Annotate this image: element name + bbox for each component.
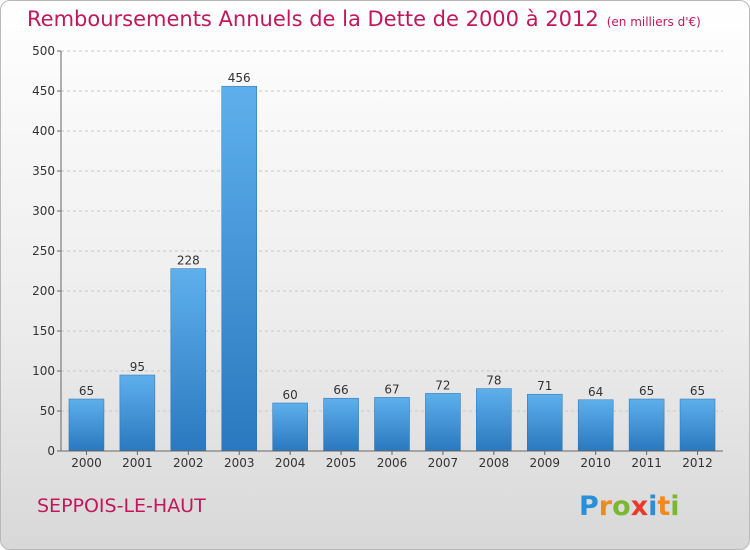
bar-2000 (68, 398, 105, 452)
bar-value-label: 65 (690, 384, 705, 398)
bar-2008 (476, 388, 512, 452)
x-tick-label: 2007 (428, 456, 459, 470)
y-tick-label: 250 (32, 244, 55, 258)
y-tick-label: 200 (32, 284, 55, 298)
x-tick-label: 2009 (529, 456, 560, 470)
y-tick-label: 300 (32, 204, 55, 218)
bar-2009 (527, 393, 563, 452)
bar-chart: 0 50 100 150 200 250 300 350 400 450 500 65 95 228 45… (32, 44, 723, 470)
bar-2006 (374, 397, 410, 452)
y-tick-label: 450 (32, 84, 55, 98)
logo-letter: i (670, 491, 680, 522)
y-tick-label: 500 (32, 44, 55, 58)
bar-value-label: 228 (177, 254, 200, 268)
y-tick-label: 350 (32, 164, 55, 178)
x-tick-label: 2011 (631, 456, 662, 470)
bar-2004 (272, 402, 308, 452)
x-tick-label: 2001 (122, 456, 153, 470)
bar-value-label: 65 (639, 384, 654, 398)
logo-letter: x (630, 491, 649, 522)
x-tick-label: 2008 (479, 456, 510, 470)
bar-value-label: 95 (130, 360, 145, 374)
bar-value-label: 456 (228, 71, 251, 85)
bar-value-label: 66 (333, 383, 348, 397)
chart-title: Remboursements Annuels de la Dette de 20… (27, 7, 701, 31)
logo-letter: o (612, 491, 631, 522)
x-tick-label: 2003 (224, 456, 255, 470)
logo-letter: i (648, 491, 658, 522)
x-axis: 2000 2001 2002 2003 2004 2005 2006 2007 2008 2009… (61, 450, 723, 470)
x-tick-label: 2005 (326, 456, 357, 470)
y-tick-label: 0 (47, 444, 55, 458)
bar-value-label: 72 (435, 378, 450, 392)
x-tick-label: 2002 (173, 456, 204, 470)
bars: 65 95 228 456 60 66 67 72 78 71 64 65 65 (68, 71, 716, 452)
chart-unit-label: (en milliers d'€) (606, 15, 701, 29)
bar-2002 (170, 268, 207, 452)
bar-2012 (679, 398, 716, 452)
x-tick-label: 2012 (682, 456, 713, 470)
bar-value-label: 78 (486, 374, 501, 388)
bar-value-label: 67 (384, 382, 399, 396)
x-tick-label: 2010 (580, 456, 611, 470)
y-axis: 0 50 100 150 200 250 300 350 400 450 500 (32, 44, 62, 458)
bar-2003 (221, 85, 257, 452)
logo-letter: r (598, 491, 613, 522)
bar-value-label: 71 (537, 379, 552, 393)
proxiti-logo: Proxiti (579, 491, 680, 522)
logo-letter: t (657, 491, 671, 522)
logo-letter: P (579, 491, 599, 522)
bar-value-label: 60 (283, 388, 298, 402)
x-tick-label: 2000 (71, 456, 102, 470)
y-tick-label: 400 (32, 124, 55, 138)
y-tick-label: 150 (32, 324, 55, 338)
bar-value-label: 64 (588, 385, 603, 399)
bar-value-label: 65 (79, 384, 94, 398)
bar-2011 (628, 398, 665, 452)
bar-2010 (577, 399, 614, 452)
y-tick-label: 50 (40, 404, 55, 418)
x-tick-label: 2006 (377, 456, 408, 470)
commune-name: SEPPOIS-LE-HAUT (37, 495, 206, 517)
bar-2005 (323, 397, 359, 452)
bar-2007 (425, 393, 461, 452)
x-tick-label: 2004 (275, 456, 306, 470)
chart-title-text: Remboursements Annuels de la Dette de 20… (27, 7, 599, 31)
bar-2001 (119, 374, 156, 452)
y-tick-label: 100 (32, 364, 55, 378)
